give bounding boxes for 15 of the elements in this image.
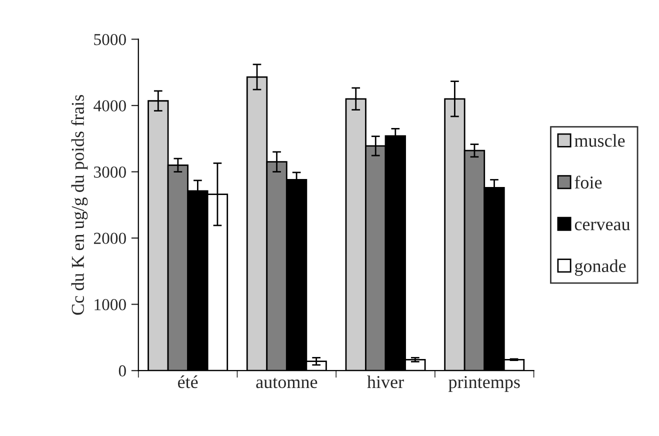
- y-tick-label: 2000: [94, 232, 126, 244]
- y-tick-label: 4000: [94, 100, 126, 112]
- legend-label: gonade: [574, 259, 626, 276]
- y-tick-label: 3000: [94, 166, 126, 178]
- y-tick-label: 0: [118, 365, 126, 377]
- legend-label: cerveau: [574, 222, 630, 230]
- x-tick-label: hiver: [367, 375, 404, 388]
- y-tick-label: 5000: [94, 34, 126, 46]
- legend-label: muscle: [574, 134, 625, 147]
- x-tick-label: été: [178, 375, 198, 388]
- x-tick-label: printemps: [448, 376, 520, 392]
- legend-label: foie: [574, 176, 602, 189]
- x-tick-label: automne: [256, 378, 318, 388]
- y-tick-label: 1000: [94, 299, 126, 310]
- y-axis-title: Cc du K en ug/g du poids frais: [71, 95, 88, 315]
